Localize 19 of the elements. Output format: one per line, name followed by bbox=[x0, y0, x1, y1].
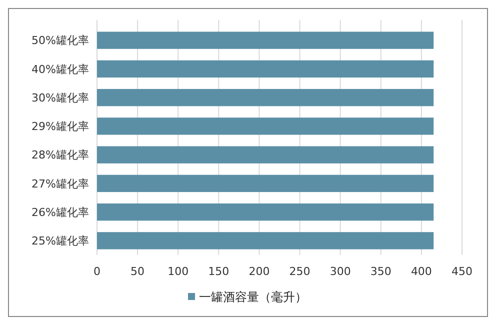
y-tick-label: 26%罐化率 bbox=[32, 206, 89, 219]
y-tick-label: 29%罐化率 bbox=[32, 120, 89, 134]
y-tick-label: 28%罐化率 bbox=[32, 148, 89, 162]
x-tick-label: 250 bbox=[289, 265, 310, 278]
y-tick-label: 25%罐化率 bbox=[32, 234, 89, 248]
x-tick-label: 50 bbox=[130, 265, 145, 278]
x-tick-label: 300 bbox=[330, 265, 351, 278]
y-tick-label: 30%罐化率 bbox=[32, 91, 89, 104]
x-tick-label: 400 bbox=[410, 265, 432, 278]
y-tick-label: 40%罐化率 bbox=[32, 62, 89, 76]
x-tick-label: 150 bbox=[208, 265, 230, 278]
x-tick-label: 100 bbox=[168, 265, 189, 278]
legend-label: 一罐酒容量（毫升） bbox=[199, 290, 307, 304]
x-tick-label: 350 bbox=[370, 265, 392, 278]
x-tick-label: 0 bbox=[94, 265, 100, 278]
y-tick-label: 50%罐化率 bbox=[32, 34, 89, 48]
x-tick-label: 450 bbox=[452, 265, 472, 278]
x-tick-label: 200 bbox=[248, 265, 270, 278]
y-tick-label: 27%罐化率 bbox=[32, 177, 89, 190]
